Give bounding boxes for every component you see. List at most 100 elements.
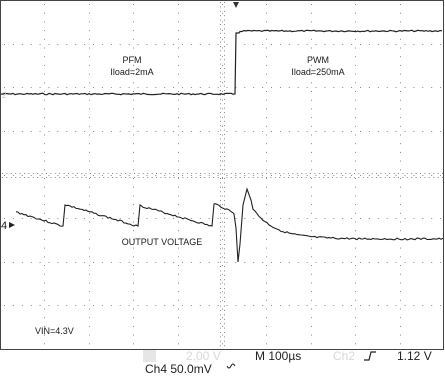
grid-dot xyxy=(360,87,361,88)
grid-dot xyxy=(173,44,175,45)
grid-dot xyxy=(101,305,103,306)
grid-dot xyxy=(220,257,221,259)
grid-dot xyxy=(349,173,351,174)
ch2-ground-marker: 2 xyxy=(2,91,7,100)
grid-dot xyxy=(266,47,267,49)
grid-dot xyxy=(44,195,45,197)
grid-dot xyxy=(44,265,45,266)
grid-dot xyxy=(404,262,406,263)
grid-dot xyxy=(428,177,430,178)
grid-dot xyxy=(89,195,90,197)
grid-dot xyxy=(400,47,401,49)
grid-dot xyxy=(355,30,356,32)
grid-dot xyxy=(195,173,197,174)
grid-dot xyxy=(301,177,303,178)
grid-dot xyxy=(48,262,50,263)
grid-dot xyxy=(224,195,225,197)
grid-dot xyxy=(360,175,361,176)
grid-dot xyxy=(318,173,320,174)
grid-dot xyxy=(133,151,134,153)
grid-dot xyxy=(133,273,134,275)
grid-dot xyxy=(336,173,338,174)
grid-dot xyxy=(178,125,179,127)
grid-dot xyxy=(164,175,166,176)
bandwidth-limit-icon xyxy=(226,363,236,369)
grid-dot xyxy=(220,178,221,179)
grid-dot xyxy=(355,4,356,5)
grid-dot xyxy=(355,64,356,66)
grid-dot xyxy=(220,244,221,245)
grid-dot xyxy=(220,151,221,153)
grid-dot xyxy=(98,177,100,178)
grid-dot xyxy=(220,28,221,30)
grid-dot xyxy=(220,288,221,289)
grid-dot xyxy=(224,248,225,250)
grid-dot xyxy=(39,262,41,263)
grid-dot xyxy=(146,131,148,132)
grid-dot xyxy=(89,56,90,58)
grid-dot xyxy=(224,160,225,162)
grid-dot xyxy=(311,64,312,66)
grid-dot xyxy=(355,204,356,206)
grid-dot xyxy=(138,177,140,178)
grid-dot xyxy=(133,212,134,214)
grid-dot xyxy=(208,218,210,219)
grid-dot xyxy=(422,87,424,88)
grid-dot xyxy=(404,218,406,219)
grid-dot xyxy=(190,262,192,263)
grid-dot xyxy=(220,314,221,316)
grid-dot xyxy=(377,87,379,88)
grid-dot xyxy=(75,262,77,263)
ch4-marker-arrow-icon xyxy=(9,222,15,228)
grid-dot xyxy=(266,238,267,240)
grid-dot xyxy=(288,87,290,88)
grid-dot xyxy=(178,238,179,240)
grid-dot xyxy=(440,218,442,219)
grid-dot xyxy=(224,98,225,100)
grid-dot xyxy=(220,134,221,135)
grid-dot xyxy=(133,143,134,145)
grid-dot xyxy=(224,314,225,316)
grid-dot xyxy=(306,218,308,219)
grid-dot xyxy=(89,291,90,293)
grid-dot xyxy=(406,177,408,178)
grid-dot xyxy=(224,76,225,78)
grid-dot xyxy=(44,160,45,162)
grid-dot xyxy=(94,177,96,178)
grid-dot xyxy=(44,325,45,327)
grid-dot xyxy=(431,44,433,45)
grid-dot xyxy=(311,265,312,266)
grid-dot xyxy=(220,142,221,144)
grid-dot xyxy=(306,131,308,132)
grid-dot xyxy=(220,274,221,276)
vin-label: VIN=4.3V xyxy=(35,326,74,336)
grid-dot xyxy=(311,204,312,206)
grid-dot xyxy=(224,340,225,342)
grid-dot xyxy=(155,262,157,263)
grid-dot xyxy=(222,221,223,223)
grid-dot xyxy=(220,217,221,219)
grid-dot xyxy=(155,175,157,176)
grid-dot xyxy=(332,177,333,178)
grid-dot xyxy=(12,262,14,263)
grid-dot xyxy=(54,173,56,174)
grid-dot xyxy=(182,44,183,45)
grid-dot xyxy=(89,47,90,49)
grid-dot xyxy=(306,305,308,306)
grid-dot xyxy=(101,262,103,263)
grid-dot xyxy=(178,169,179,171)
grid-dot xyxy=(222,99,223,101)
grid-dot xyxy=(57,44,59,45)
grid-dot xyxy=(208,262,210,263)
grid-dot xyxy=(84,218,86,219)
grid-dot xyxy=(213,177,215,178)
grid-dot xyxy=(44,317,45,319)
grid-dot xyxy=(279,87,281,88)
grid-dot xyxy=(129,173,131,174)
grid-dot xyxy=(400,125,401,127)
grid-dot xyxy=(355,256,356,258)
grid-dot xyxy=(323,177,325,178)
grid-dot xyxy=(283,177,285,178)
grid-dot xyxy=(224,28,225,30)
grid-dot xyxy=(119,262,121,263)
